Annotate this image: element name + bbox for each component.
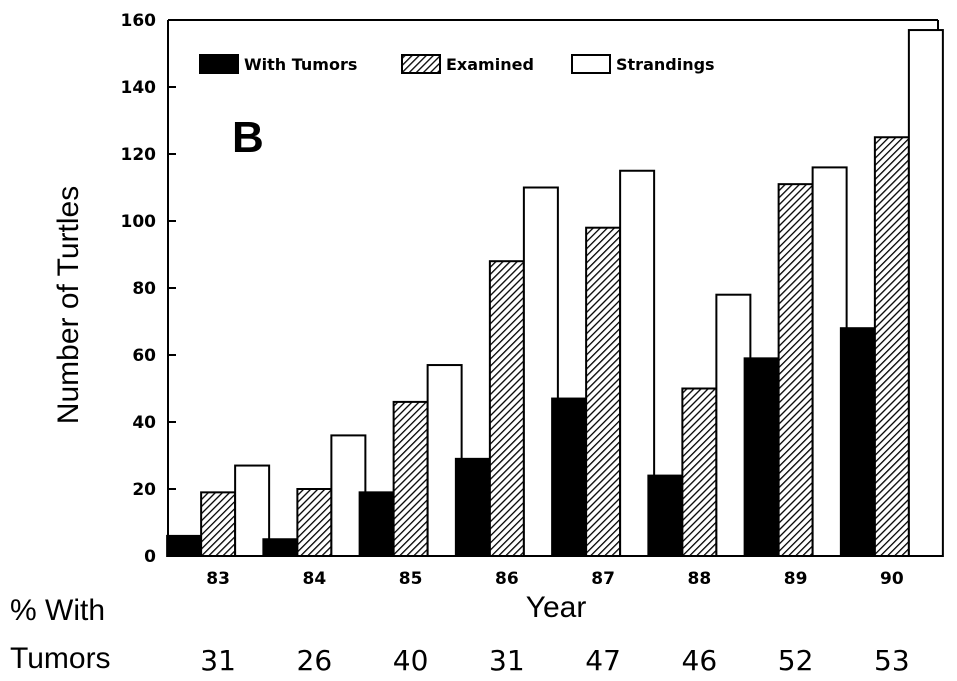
x-tick-label: 90	[880, 569, 904, 589]
pct-tumor-value: 31	[489, 644, 525, 677]
x-tick-label: 87	[591, 569, 615, 589]
x-axis-title: Year	[526, 591, 587, 624]
bar-examined	[296, 488, 333, 557]
bar-examined	[777, 183, 814, 557]
bar-with-tumors	[839, 327, 876, 558]
legend-label: With Tumors	[244, 55, 357, 74]
legend: With Tumors Examined Strandings	[199, 54, 715, 74]
x-tick-label: 83	[206, 569, 230, 589]
legend-swatch	[571, 54, 611, 74]
pct-tumor-value: 40	[393, 644, 429, 677]
bar-examined	[200, 491, 237, 558]
y-tick-label: 80	[132, 279, 156, 299]
bar-with-tumors	[647, 474, 684, 558]
bar-with-tumors	[743, 357, 780, 557]
bar-with-tumors	[166, 534, 203, 558]
y-tick-label: 140	[121, 78, 157, 98]
bar-with-tumors	[262, 538, 299, 557]
legend-swatch	[199, 54, 239, 74]
bar-examined	[488, 260, 525, 557]
bar-examined	[392, 400, 429, 557]
legend-swatch	[401, 54, 441, 74]
labels: 0 20 40 60 80 100 120 140 160 83 84 85 86 87 88 89 90	[121, 11, 904, 589]
footer-caption-line2: Tumors	[10, 642, 111, 675]
legend-label: Strandings	[616, 55, 715, 74]
pct-tumor-value: 31	[200, 644, 236, 677]
y-tick-label: 100	[121, 212, 157, 232]
bar-with-tumors	[551, 397, 588, 557]
x-tick-label: 84	[303, 569, 327, 589]
bar-examined	[681, 387, 718, 557]
bar-examined	[585, 226, 622, 557]
y-tick-label: 120	[121, 145, 157, 165]
bar-strandings	[907, 29, 944, 558]
bar-with-tumors	[358, 491, 395, 558]
bars	[166, 29, 944, 558]
pct-tumor-value: 47	[585, 644, 621, 677]
y-axis-title: Number of Turtles	[52, 186, 85, 424]
pct-tumor-value: 52	[778, 644, 814, 677]
x-tick-label: 85	[399, 569, 423, 589]
bar-with-tumors	[454, 457, 491, 558]
y-tick-label: 20	[132, 480, 156, 500]
x-tick-label: 89	[784, 569, 808, 589]
legend-label: Examined	[446, 55, 534, 74]
pct-tumor-value: 53	[874, 644, 910, 677]
panel-letter: B	[232, 113, 264, 162]
y-tick-label: 40	[132, 413, 156, 433]
footer-caption-line1: % With	[10, 594, 105, 627]
y-tick-label: 0	[144, 547, 156, 567]
pct-tumor-value: 26	[297, 644, 333, 677]
x-tick-label: 88	[688, 569, 712, 589]
pct-tumor-value: 46	[682, 644, 718, 677]
x-tick-label: 86	[495, 569, 519, 589]
footer-values: 31 26 40 31 47 46 52 53	[200, 644, 909, 677]
y-tick-label: 60	[132, 346, 156, 366]
y-tick-label: 160	[121, 11, 157, 31]
bar-examined	[873, 136, 910, 557]
